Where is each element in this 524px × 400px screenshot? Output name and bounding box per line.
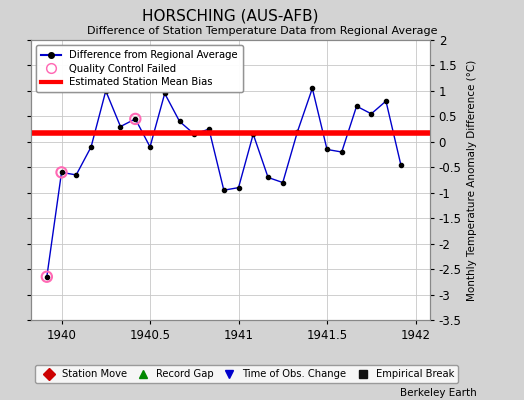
Difference from Regional Average [324, 147, 330, 152]
Difference from Regional Average [206, 127, 212, 132]
Legend: Difference from Regional Average, Quality Control Failed, Estimated Station Mean: Difference from Regional Average, Qualit… [37, 45, 243, 92]
Difference from Regional Average [235, 185, 242, 190]
Difference from Regional Average [383, 99, 389, 104]
Y-axis label: Monthly Temperature Anomaly Difference (°C): Monthly Temperature Anomaly Difference (… [467, 59, 477, 301]
Quality Control Failed [57, 169, 66, 176]
Difference from Regional Average [161, 91, 168, 96]
Difference from Regional Average [353, 104, 359, 108]
Difference from Regional Average [339, 150, 345, 154]
Difference from Regional Average [398, 162, 404, 167]
Quality Control Failed [42, 274, 51, 280]
Difference from Regional Average [117, 124, 124, 129]
Difference from Regional Average [88, 144, 94, 149]
Title: HORSCHING (AUS-AFB): HORSCHING (AUS-AFB) [143, 8, 319, 24]
Difference from Regional Average [103, 88, 109, 93]
Difference from Regional Average [368, 112, 375, 116]
Difference from Regional Average [191, 132, 198, 136]
Difference from Regional Average [147, 144, 153, 149]
Difference from Regional Average [221, 188, 227, 192]
Difference from Regional Average [73, 172, 79, 177]
Difference from Regional Average [250, 132, 256, 136]
Difference from Regional Average [177, 119, 183, 124]
Line: Difference from Regional Average: Difference from Regional Average [45, 86, 403, 279]
Text: Berkeley Earth: Berkeley Earth [400, 388, 477, 398]
Difference from Regional Average [265, 175, 271, 180]
Difference from Regional Average [43, 274, 50, 279]
Difference from Regional Average [294, 129, 301, 134]
Difference from Regional Average [132, 116, 138, 121]
Difference from Regional Average [58, 170, 64, 175]
Quality Control Failed [131, 116, 139, 122]
Difference from Regional Average [280, 180, 286, 185]
Difference from Regional Average [309, 86, 315, 91]
Legend: Station Move, Record Gap, Time of Obs. Change, Empirical Break: Station Move, Record Gap, Time of Obs. C… [35, 365, 458, 383]
Text: Difference of Station Temperature Data from Regional Average: Difference of Station Temperature Data f… [87, 26, 437, 36]
